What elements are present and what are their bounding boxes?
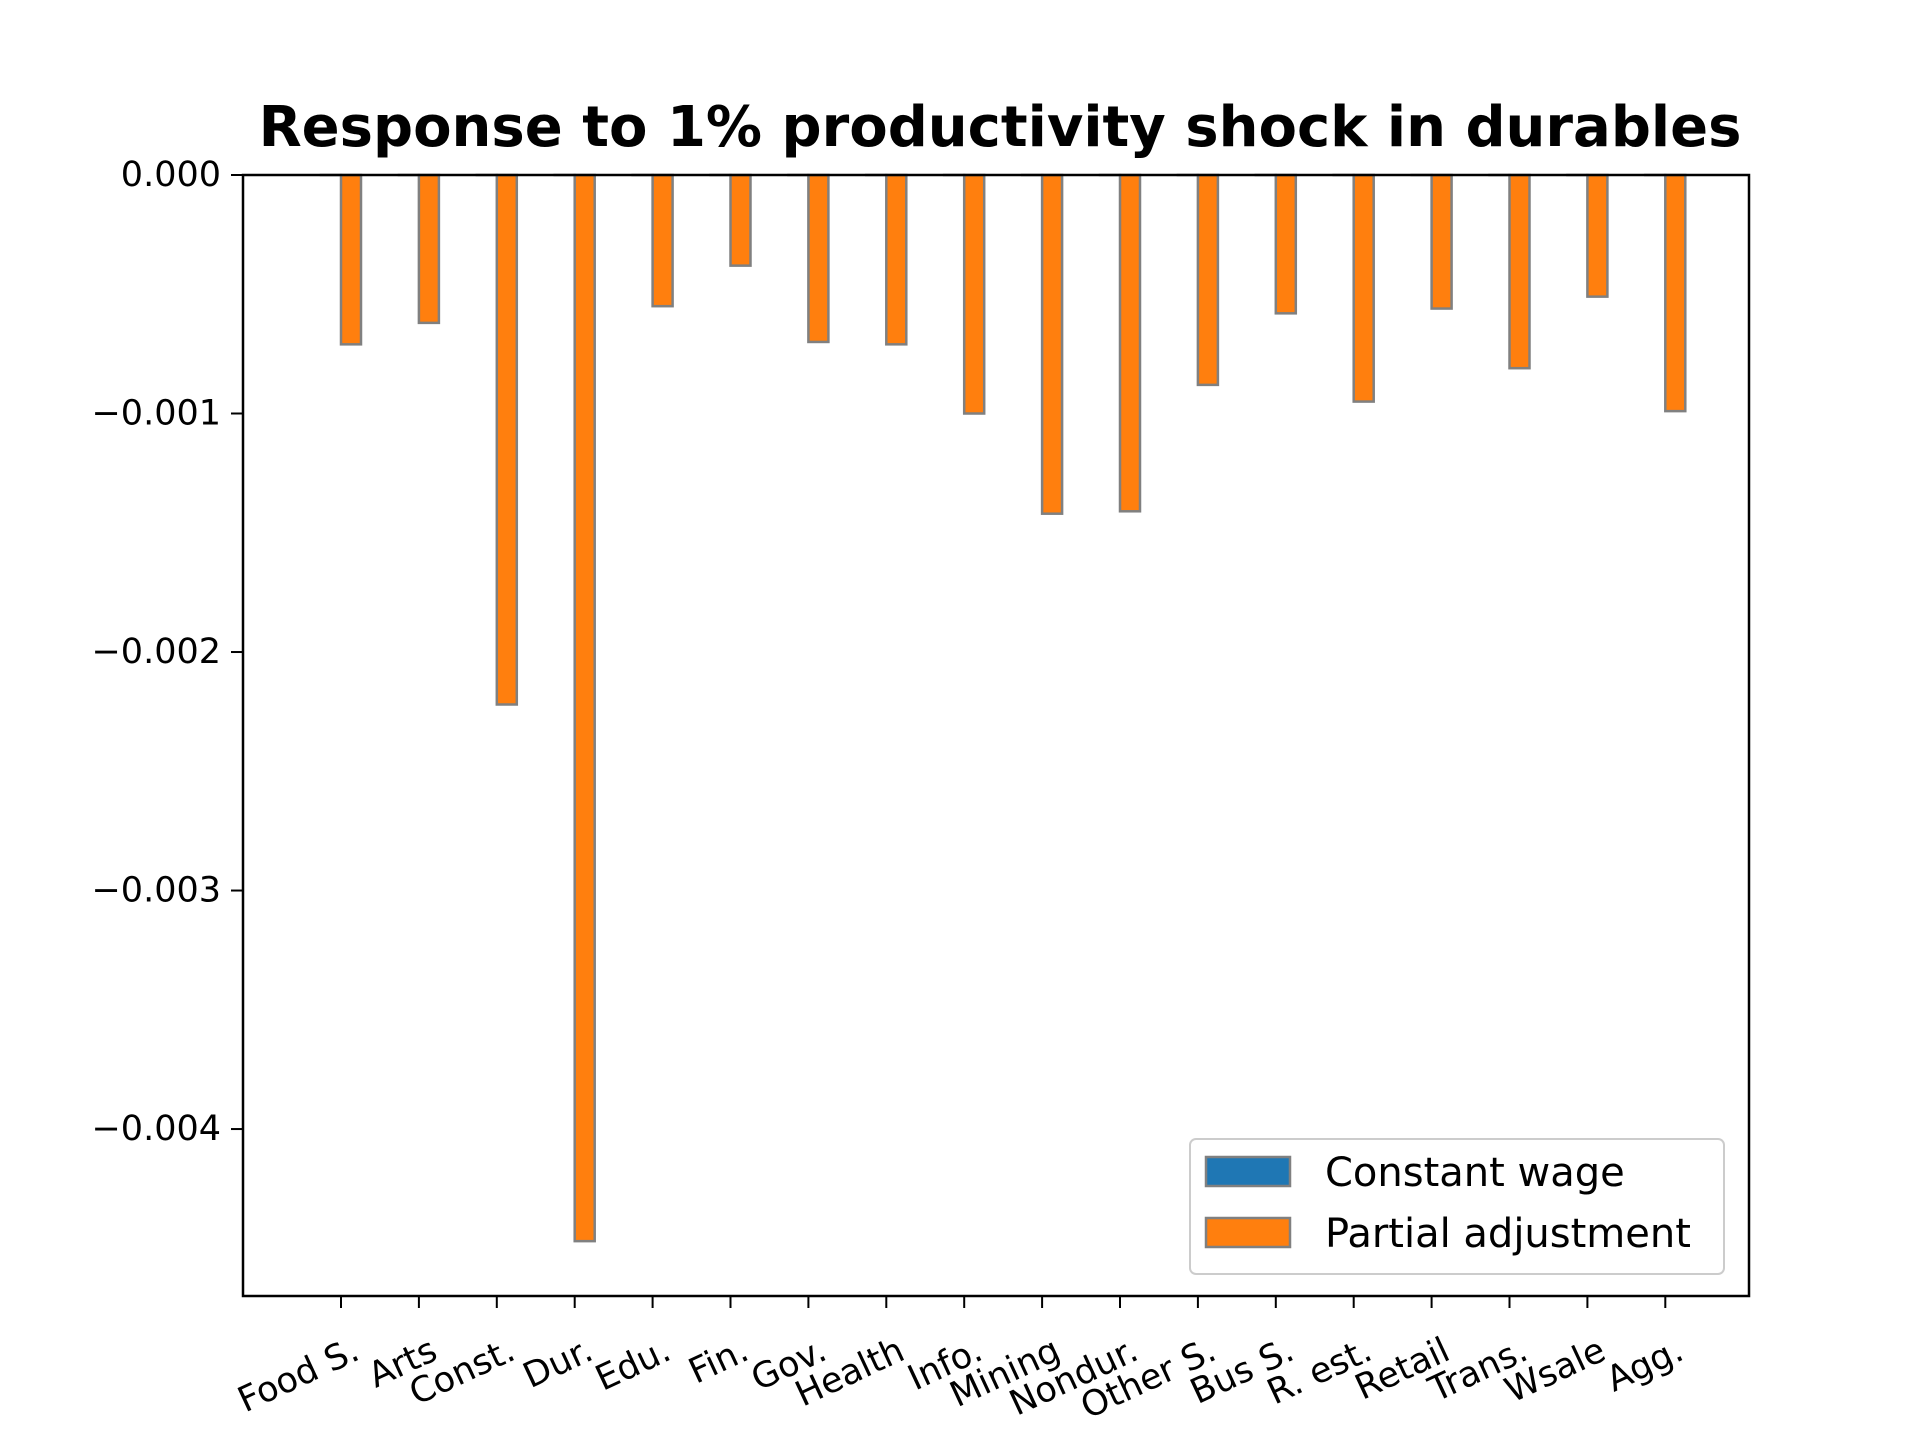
x-tick-label: Fin. [683,1330,755,1392]
bar-partial-adjustment [1508,173,1531,370]
legend: Constant wage Partial adjustment [1189,1138,1725,1275]
legend-swatch [1204,1155,1292,1188]
bar-partial-adjustment [1040,173,1064,515]
bar-partial-adjustment [962,173,986,415]
y-tick-label: −0.004 [91,1109,221,1149]
bar-partial-adjustment [807,173,830,344]
bar-partial-adjustment [495,173,519,706]
x-tick-label: Agg. [1601,1330,1690,1400]
y-tick-label: −0.003 [91,871,221,911]
bars-group [319,173,1687,1243]
y-tick-label: 0.000 [121,155,221,195]
y-tick-label: −0.002 [91,632,221,672]
y-tick-label: −0.001 [91,394,221,434]
bar-partial-adjustment [1274,173,1298,315]
bar-partial-adjustment [1664,173,1687,413]
bar-partial-adjustment [1118,173,1142,513]
bar-partial-adjustment [729,173,752,267]
y-axis: 0.000 −0.001 −0.002 −0.003 −0.004 [91,155,243,1149]
bar-partial-adjustment [651,173,674,308]
bar-partial-adjustment [1196,173,1220,387]
x-tick-label: Food S. [232,1330,365,1421]
bar-partial-adjustment [339,173,363,346]
bar-partial-adjustment [573,173,596,1243]
bar-partial-adjustment [1430,173,1453,310]
legend-box [1189,1138,1725,1275]
legend-label: Constant wage [1325,1150,1625,1196]
bar-partial-adjustment [417,173,441,325]
bar-partial-adjustment [1586,173,1609,298]
chart-title: Response to 1% productivity shock in dur… [259,95,1742,160]
x-tick-label: Dur. [517,1330,599,1396]
plot-frame [241,173,1751,1298]
bar-partial-adjustment [885,173,908,346]
bar-partial-adjustment [1352,173,1375,403]
legend-swatch [1204,1216,1292,1249]
legend-label: Partial adjustment [1325,1211,1691,1257]
x-tick-label: Edu. [590,1330,677,1399]
